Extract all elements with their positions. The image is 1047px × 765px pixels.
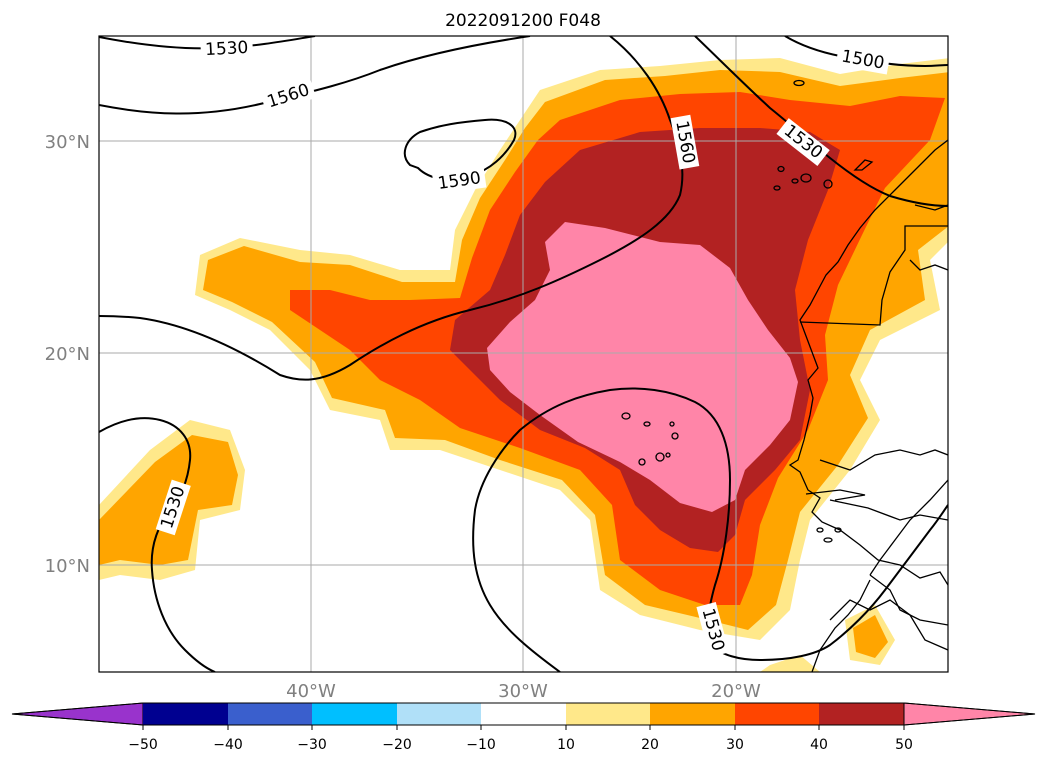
colorbar-extend-high <box>903 702 1036 726</box>
islands <box>621 79 874 543</box>
map-title: 2022091200 F048 <box>445 11 601 31</box>
lon-label-20w: 20°W <box>711 681 761 702</box>
colorbar-tick: −40 <box>213 737 243 753</box>
colorbar-tick: −20 <box>382 737 412 753</box>
colorbar-extend-low <box>11 702 144 726</box>
lat-label-20n: 20°N <box>45 344 90 365</box>
colorbar-segment <box>566 703 650 725</box>
lat-label-30n: 30°N <box>45 132 90 153</box>
colorbar-segment <box>819 703 904 725</box>
anomaly-fill-50-plus <box>487 222 798 512</box>
colorbar-tick: 30 <box>726 737 744 753</box>
lat-label-10n: 10°N <box>45 556 90 577</box>
colorbar-tick: 50 <box>895 737 913 753</box>
colorbar-segment <box>650 703 735 725</box>
lon-label-30w: 30°W <box>498 681 548 702</box>
colorbar: −50 −40 −30 −20 −10 10 20 30 40 50 <box>11 702 1036 753</box>
map-frame <box>98 35 949 673</box>
colorbar-tick: −50 <box>128 737 158 753</box>
colorbar-segment <box>312 703 397 725</box>
lon-label-40w: 40°W <box>286 681 336 702</box>
colorbar-segment <box>481 703 566 725</box>
colorbar-tick: −10 <box>466 737 496 753</box>
colorbar-tick: −30 <box>297 737 327 753</box>
colorbar-tick: 40 <box>810 737 828 753</box>
colorbar-tick: 10 <box>557 737 575 753</box>
latitude-labels: 30°N 20°N 10°N <box>45 132 90 577</box>
contour-label: 1530 <box>205 38 249 60</box>
coastlines <box>788 139 948 672</box>
colorbar-tick: 20 <box>641 737 659 753</box>
longitude-labels: 40°W 30°W 20°W <box>286 681 761 702</box>
colorbar-segment <box>735 703 819 725</box>
colorbar-segment <box>143 703 228 725</box>
colorbar-segment <box>397 703 481 725</box>
map-area: 1530 1560 1590 1560 1530 1500 1530 1530 <box>99 36 948 672</box>
colorbar-segment <box>228 703 312 725</box>
